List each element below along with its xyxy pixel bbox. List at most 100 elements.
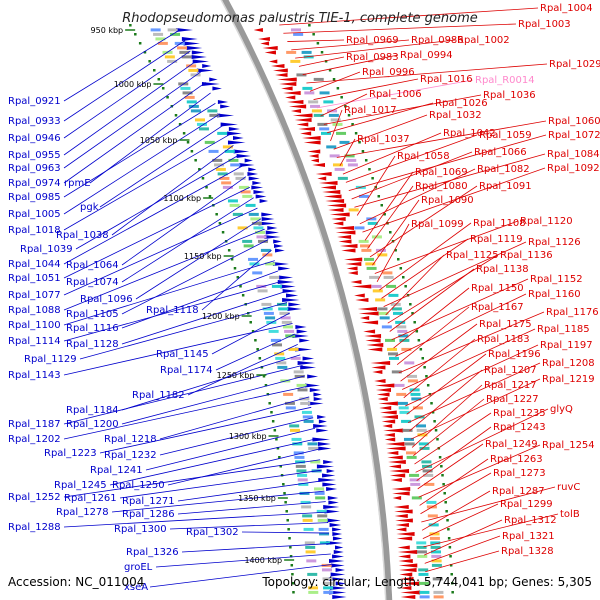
reverse-gene-label[interactable]: Rpal_1002: [457, 35, 510, 46]
forward-gene-label[interactable]: Rpal_1114: [8, 336, 61, 347]
reverse-gene-label[interactable]: Rpal_0986: [411, 35, 464, 46]
forward-gene-label[interactable]: Rpal_1302: [186, 527, 239, 538]
forward-gene-label[interactable]: Rpal_1116: [66, 323, 119, 334]
forward-gene-label[interactable]: Rpal_0946: [8, 133, 61, 144]
forward-gene-label[interactable]: Rpal_1261: [64, 493, 117, 504]
reverse-gene-label[interactable]: Rpal_1183: [477, 334, 530, 345]
reverse-gene-label[interactable]: Rpal_1185: [537, 324, 590, 335]
reverse-gene-label[interactable]: Rpal_1042: [443, 128, 496, 139]
reverse-gene-label[interactable]: Rpal_1006: [369, 89, 422, 100]
reverse-gene-label[interactable]: Rpal_1037: [357, 134, 410, 145]
forward-gene-label[interactable]: Rpal_1039: [20, 244, 73, 255]
reverse-gene-label[interactable]: Rpal_1004: [540, 3, 593, 14]
reverse-gene-label[interactable]: Rpal_R0014: [475, 75, 535, 86]
reverse-gene-label[interactable]: Rpal_1227: [486, 394, 539, 405]
reverse-gene-label[interactable]: Rpal_1058: [397, 151, 450, 162]
reverse-gene-label[interactable]: glyQ: [550, 404, 573, 415]
reverse-gene-label[interactable]: Rpal_1175: [479, 319, 532, 330]
forward-gene-label[interactable]: Rpal_1250: [112, 480, 165, 491]
reverse-gene-label[interactable]: tolB: [560, 509, 580, 520]
forward-gene-label[interactable]: Rpal_1129: [24, 354, 77, 365]
forward-gene-label[interactable]: Rpal_1074: [66, 277, 119, 288]
reverse-gene-label[interactable]: Rpal_1287: [492, 486, 545, 497]
forward-gene-label[interactable]: Rpal_1182: [132, 390, 185, 401]
forward-gene-label[interactable]: Rpal_1118: [146, 305, 199, 316]
forward-gene-label[interactable]: Rpal_1326: [126, 547, 179, 558]
forward-gene-label[interactable]: Rpal_1100: [8, 320, 61, 331]
forward-gene-label[interactable]: Rpal_1174: [160, 365, 213, 376]
forward-gene-label[interactable]: Rpal_0985: [8, 192, 61, 203]
reverse-gene-label[interactable]: Rpal_1243: [493, 422, 546, 433]
reverse-gene-label[interactable]: Rpal_1084: [547, 149, 600, 160]
reverse-gene-label[interactable]: Rpal_1138: [476, 264, 529, 275]
forward-gene-label[interactable]: Rpal_0974: [8, 178, 61, 189]
reverse-gene-label[interactable]: Rpal_0994: [400, 50, 453, 61]
forward-gene-label[interactable]: Rpal_1252: [8, 492, 61, 503]
reverse-gene-label[interactable]: Rpal_0969: [346, 35, 399, 46]
reverse-gene-label[interactable]: Rpal_1273: [493, 468, 546, 479]
reverse-gene-label[interactable]: Rpal_1026: [435, 98, 488, 109]
reverse-gene-label[interactable]: Rpal_1029: [549, 59, 600, 70]
forward-gene-label[interactable]: Rpal_1286: [122, 509, 175, 520]
forward-gene-label[interactable]: rpmE: [64, 178, 91, 189]
forward-gene-label[interactable]: Rpal_1064: [66, 260, 119, 271]
forward-gene-label[interactable]: Rpal_1077: [8, 290, 61, 301]
reverse-gene-label[interactable]: Rpal_1217: [484, 380, 537, 391]
forward-gene-label[interactable]: Rpal_1038: [56, 230, 109, 241]
reverse-gene-label[interactable]: Rpal_1299: [500, 499, 553, 510]
reverse-gene-label[interactable]: Rpal_1176: [546, 307, 599, 318]
forward-gene-label[interactable]: Rpal_1096: [80, 294, 133, 305]
forward-gene-label[interactable]: Rpal_0933: [8, 116, 61, 127]
reverse-gene-label[interactable]: Rpal_1108: [473, 218, 526, 229]
reverse-gene-label[interactable]: Rpal_1120: [520, 216, 573, 227]
forward-gene-label[interactable]: Rpal_1241: [90, 465, 143, 476]
reverse-gene-label[interactable]: ruvC: [557, 482, 580, 493]
reverse-gene-label[interactable]: Rpal_1219: [542, 374, 595, 385]
reverse-gene-label[interactable]: Rpal_1099: [411, 219, 464, 230]
forward-gene-label[interactable]: Rpal_1232: [104, 450, 157, 461]
forward-gene-label[interactable]: Rpal_1088: [8, 305, 61, 316]
reverse-gene-label[interactable]: Rpal_1254: [542, 440, 595, 451]
forward-gene-label[interactable]: Rpal_1245: [54, 480, 107, 491]
forward-gene-label[interactable]: groEL: [124, 562, 153, 573]
forward-gene-label[interactable]: Rpal_0963: [8, 163, 61, 174]
reverse-gene-label[interactable]: Rpal_1150: [471, 283, 524, 294]
forward-gene-label[interactable]: Rpal_1005: [8, 209, 61, 220]
reverse-gene-label[interactable]: Rpal_1136: [500, 250, 553, 261]
reverse-gene-label[interactable]: Rpal_1032: [429, 110, 482, 121]
forward-gene-label[interactable]: Rpal_1200: [66, 419, 119, 430]
forward-gene-label[interactable]: Rpal_1044: [8, 259, 61, 270]
reverse-gene-label[interactable]: Rpal_1263: [490, 454, 543, 465]
reverse-gene-label[interactable]: Rpal_1152: [530, 274, 583, 285]
reverse-gene-label[interactable]: Rpal_0996: [362, 67, 415, 78]
forward-gene-label[interactable]: Rpal_1145: [156, 349, 209, 360]
forward-gene-label[interactable]: Rpal_0921: [8, 96, 61, 107]
forward-gene-label[interactable]: Rpal_1288: [8, 522, 61, 533]
forward-gene-label[interactable]: Rpal_1105: [66, 309, 119, 320]
reverse-gene-label[interactable]: Rpal_1249: [485, 439, 538, 450]
forward-gene-label[interactable]: pgk: [80, 202, 99, 213]
forward-gene-label[interactable]: Rpal_1223: [44, 448, 97, 459]
forward-gene-label[interactable]: Rpal_1300: [114, 524, 167, 535]
forward-gene-label[interactable]: Rpal_1218: [104, 434, 157, 445]
reverse-gene-label[interactable]: Rpal_1082: [477, 164, 530, 175]
reverse-gene-label[interactable]: Rpal_1167: [471, 302, 524, 313]
forward-gene-label[interactable]: Rpal_1271: [122, 496, 175, 507]
forward-gene-label[interactable]: Rpal_1128: [66, 339, 119, 350]
reverse-gene-label[interactable]: Rpal_1119: [470, 234, 523, 245]
reverse-gene-label[interactable]: Rpal_1060: [548, 116, 600, 127]
reverse-gene-label[interactable]: Rpal_1208: [542, 358, 595, 369]
reverse-gene-label[interactable]: Rpal_1207: [484, 365, 537, 376]
reverse-gene-label[interactable]: Rpal_1197: [540, 340, 593, 351]
forward-gene-label[interactable]: Rpal_0955: [8, 150, 61, 161]
reverse-gene-label[interactable]: Rpal_1235: [493, 408, 546, 419]
reverse-gene-label[interactable]: Rpal_1312: [504, 515, 557, 526]
reverse-gene-label[interactable]: Rpal_1091: [479, 181, 532, 192]
forward-gene-label[interactable]: xseA: [124, 582, 148, 593]
reverse-gene-label[interactable]: Rpal_1017: [344, 105, 397, 116]
reverse-gene-label[interactable]: Rpal_1092: [547, 163, 600, 174]
reverse-gene-label[interactable]: Rpal_1016: [420, 74, 473, 85]
reverse-gene-label[interactable]: Rpal_1072: [548, 130, 600, 141]
reverse-gene-label[interactable]: Rpal_1328: [501, 546, 554, 557]
forward-gene-label[interactable]: Rpal_1143: [8, 370, 61, 381]
